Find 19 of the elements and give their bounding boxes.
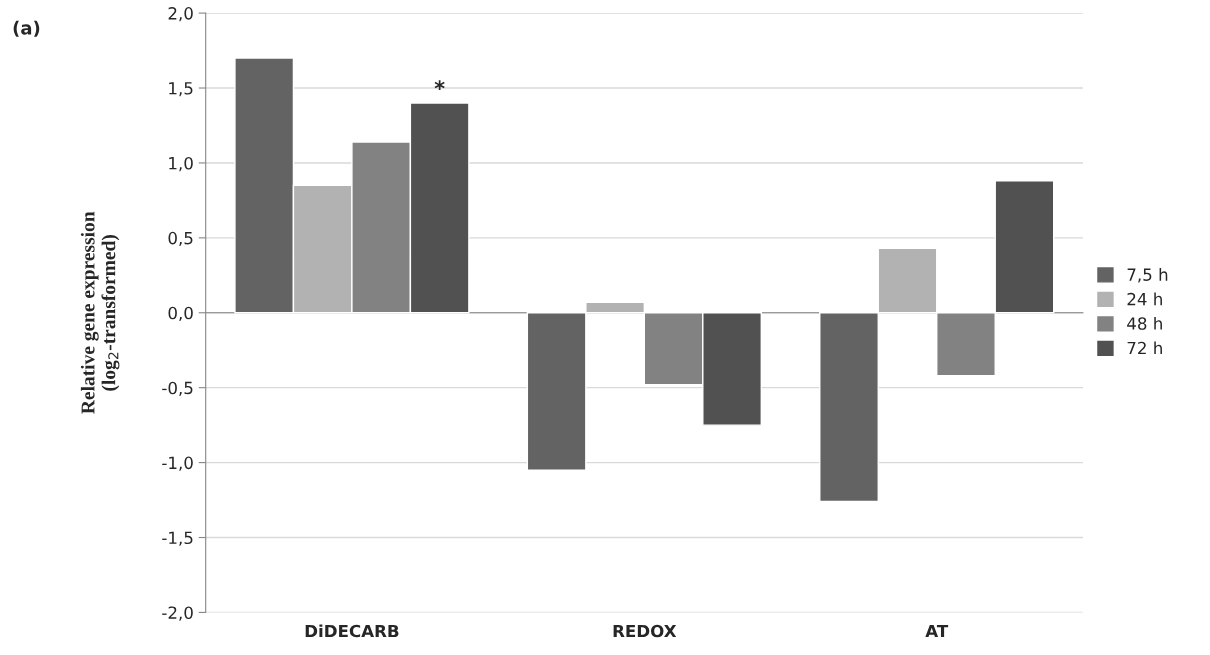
- y-tick-label: 2,0: [168, 7, 193, 22]
- y-tick-label: 0,0: [168, 306, 193, 322]
- legend-label: 48 h: [1127, 316, 1162, 330]
- y-tick-label: 1,0: [169, 156, 193, 172]
- annotation: *: [434, 80, 445, 90]
- x-tick-label: DiDECARB: [305, 624, 399, 638]
- y-tick-label: 0,5: [168, 231, 193, 247]
- y-tick-label: 1,5: [169, 82, 193, 97]
- text: (a): [13, 20, 40, 37]
- legend-label: 7,5 h: [1127, 268, 1168, 283]
- y-tick-label: -2,0: [162, 606, 193, 621]
- y-tick-label: -1,5: [162, 531, 193, 546]
- y-tick-label: -0,5: [162, 381, 193, 396]
- y-tick-label: -1,0: [162, 456, 193, 471]
- legend-label: 72 h: [1127, 341, 1162, 355]
- y-axis-title: Relative gene expression (log$_{2}$-transformed): [80, 211, 120, 414]
- x-tick-label: REDOX: [613, 624, 677, 638]
- x-tick-label: AT: [925, 624, 949, 638]
- legend-label: 24 h: [1127, 292, 1162, 306]
